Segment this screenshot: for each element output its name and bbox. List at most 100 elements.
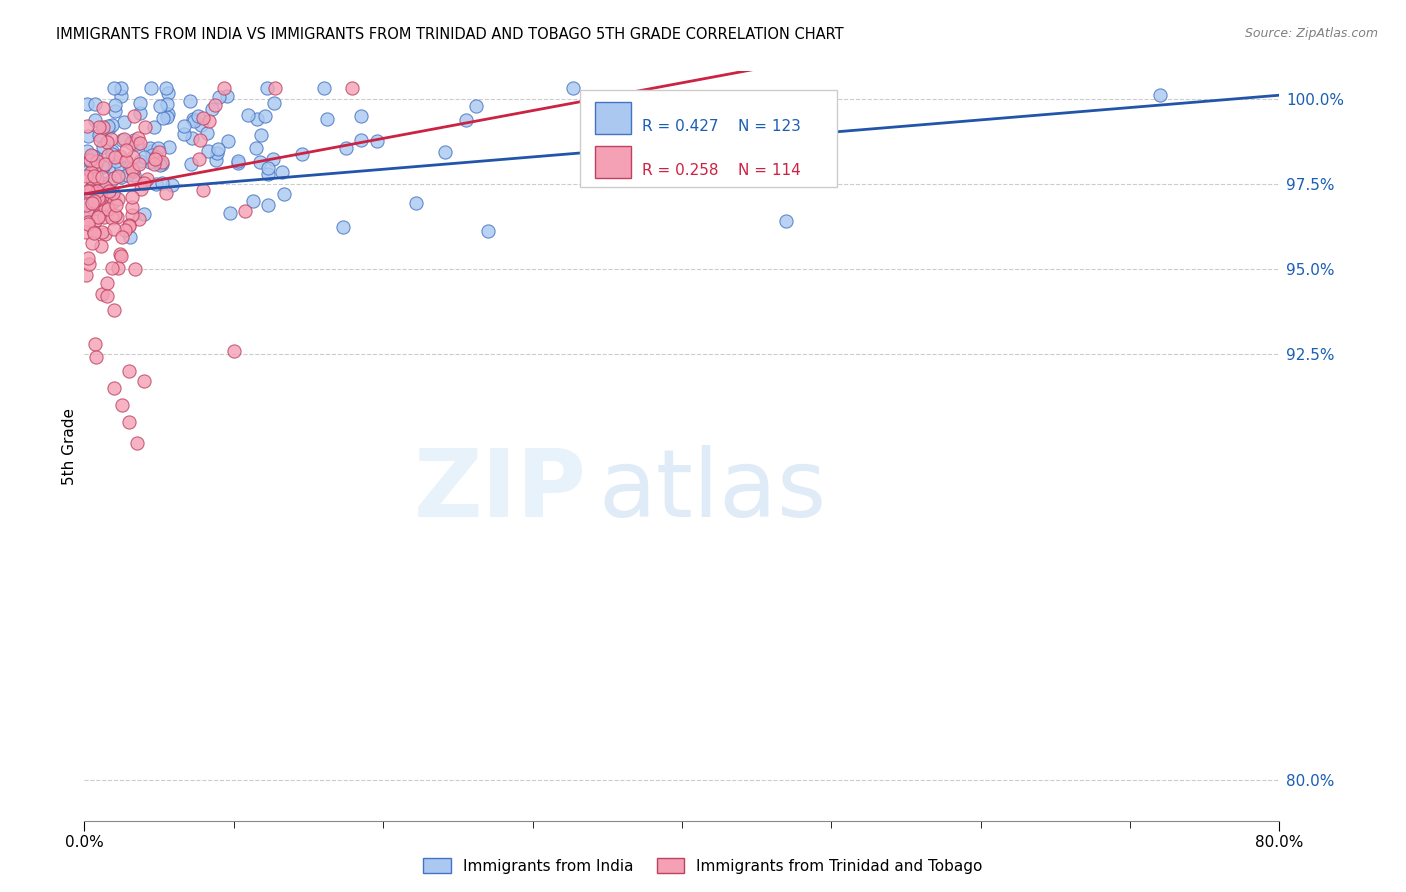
Point xyxy=(128,157,150,171)
Point xyxy=(77,208,100,222)
Point xyxy=(208,90,231,104)
Point xyxy=(84,150,107,164)
Point xyxy=(110,248,132,262)
Point xyxy=(76,202,98,217)
Point xyxy=(141,148,163,162)
Point xyxy=(101,144,124,158)
Point xyxy=(77,162,100,177)
Point xyxy=(155,81,177,95)
Point xyxy=(86,171,108,186)
Point xyxy=(350,133,373,147)
Point xyxy=(83,226,105,240)
Point xyxy=(91,161,114,175)
Point xyxy=(121,136,143,150)
Point xyxy=(270,165,292,179)
Point xyxy=(129,182,152,196)
Point xyxy=(454,113,477,128)
Point xyxy=(83,336,105,351)
Text: R = 0.427    N = 123: R = 0.427 N = 123 xyxy=(643,120,801,134)
Point xyxy=(105,154,128,169)
Point xyxy=(124,109,146,123)
Point xyxy=(219,206,242,220)
Point xyxy=(191,183,214,197)
Point xyxy=(155,186,177,200)
Point xyxy=(83,97,105,112)
Point xyxy=(110,149,132,163)
Point xyxy=(263,96,285,111)
Point xyxy=(84,112,107,127)
Text: R = 0.258    N = 114: R = 0.258 N = 114 xyxy=(643,163,801,178)
Point xyxy=(97,207,120,221)
Point xyxy=(90,160,112,174)
Point xyxy=(128,95,150,110)
Point xyxy=(262,153,284,167)
Point xyxy=(96,135,118,149)
Point xyxy=(91,140,114,154)
Point xyxy=(111,230,134,244)
Point xyxy=(91,170,114,185)
Point xyxy=(97,184,120,198)
Point xyxy=(79,153,101,168)
Point xyxy=(157,86,180,100)
Point xyxy=(148,140,170,154)
Point xyxy=(179,95,201,109)
Point xyxy=(93,185,115,199)
Text: atlas: atlas xyxy=(599,445,827,537)
Point xyxy=(103,302,125,317)
Point xyxy=(75,169,97,184)
Point xyxy=(90,239,112,253)
Point xyxy=(405,196,427,211)
Point xyxy=(249,155,271,169)
Point xyxy=(465,99,488,113)
Point xyxy=(82,195,104,210)
Point xyxy=(82,176,104,190)
Point xyxy=(89,128,111,143)
Bar xyxy=(595,103,630,134)
Point xyxy=(110,89,132,103)
Point xyxy=(118,219,141,233)
Point xyxy=(115,168,138,182)
Point xyxy=(291,147,314,161)
Point xyxy=(434,145,457,160)
Point xyxy=(75,225,97,239)
Point xyxy=(90,178,112,193)
Point xyxy=(136,172,159,186)
Point xyxy=(79,194,101,209)
Point xyxy=(82,185,104,199)
Point xyxy=(350,109,373,123)
Point xyxy=(561,81,583,95)
Point xyxy=(115,143,138,157)
Point xyxy=(77,251,100,265)
Point xyxy=(143,157,166,171)
Point xyxy=(80,185,103,199)
Point xyxy=(132,149,155,163)
Point xyxy=(76,144,98,158)
Point xyxy=(86,154,108,169)
Point xyxy=(79,154,101,169)
Point xyxy=(245,141,267,155)
Point xyxy=(150,155,173,169)
Point xyxy=(107,192,129,206)
Point xyxy=(79,182,101,196)
Point xyxy=(125,435,148,450)
Point xyxy=(94,179,117,194)
Point xyxy=(77,217,100,231)
Point xyxy=(145,177,167,191)
Point xyxy=(477,224,499,238)
Point xyxy=(217,134,239,148)
Point xyxy=(86,193,108,207)
Point xyxy=(156,107,179,121)
Point xyxy=(77,257,100,271)
Point xyxy=(84,157,107,171)
Point xyxy=(87,120,110,135)
Point xyxy=(84,160,107,174)
Point xyxy=(77,215,100,229)
Point xyxy=(100,132,122,146)
Point xyxy=(150,156,173,170)
Point xyxy=(118,219,141,234)
Point xyxy=(80,165,103,179)
Point xyxy=(96,276,118,290)
Point xyxy=(83,169,105,183)
Point xyxy=(340,81,363,95)
Point xyxy=(118,415,141,429)
